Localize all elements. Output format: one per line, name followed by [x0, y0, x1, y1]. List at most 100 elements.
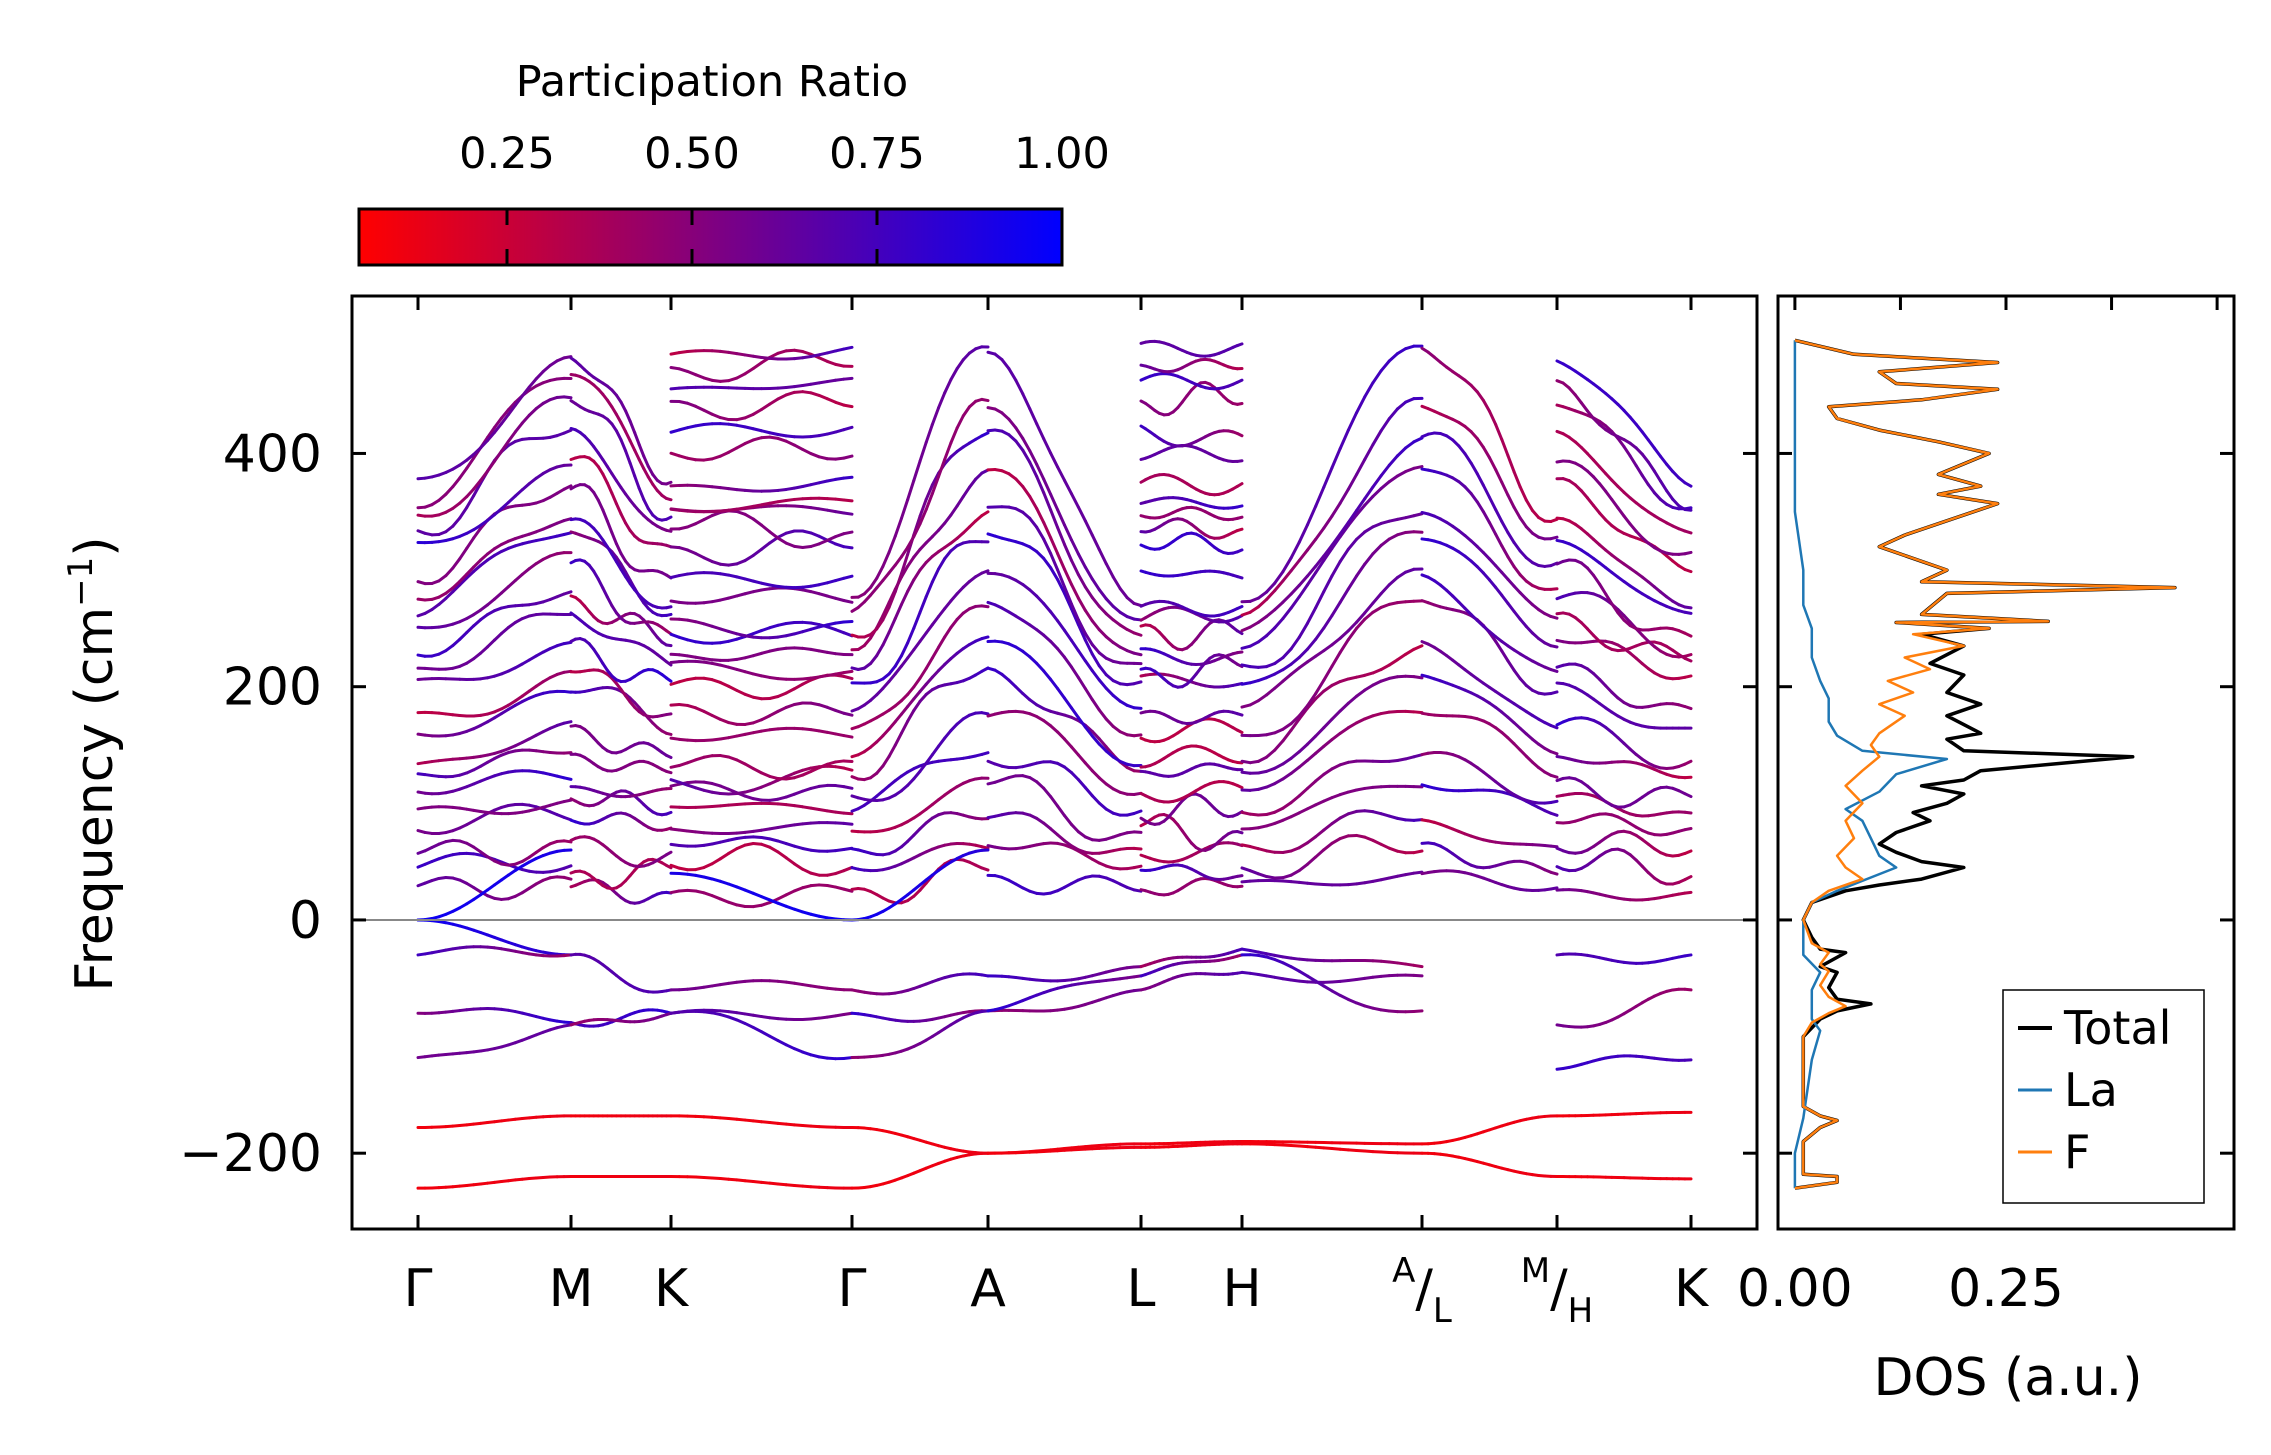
- dispersion-branch-segment: [1042, 786, 1053, 799]
- dispersion-branch-segment: [743, 1021, 755, 1029]
- dispersion-branch-segment: [1090, 619, 1101, 632]
- dispersion-branch-segment: [1683, 810, 1693, 815]
- dispersion-branch-segment: [1592, 475, 1602, 486]
- dispersion-branch-segment: [980, 845, 990, 850]
- dispersion-branch-segment: [1049, 795, 1060, 808]
- dispersion-branch-segment: [1314, 649, 1326, 658]
- dispersion-branch-segment: [1567, 386, 1577, 397]
- dispersion-branch-segment: [1248, 605, 1260, 614]
- colorbar-title: Participation Ratio: [516, 57, 909, 107]
- dispersion-branch-segment: [1104, 745, 1115, 757]
- dispersion-branch-segment: [1518, 677, 1528, 687]
- dispersion-branch-segment: [906, 685, 916, 696]
- dispersion-branch-segment: [1500, 570, 1510, 581]
- dispersion-branch-segment: [1132, 846, 1143, 851]
- dispersion-branch-segment: [1475, 390, 1485, 402]
- dispersion-branch-segment: [1056, 577, 1066, 595]
- dispersion-branch-segment: [924, 753, 934, 765]
- dispersion-branch-segment: [1363, 610, 1375, 621]
- dispersion-branch-segment: [1297, 704, 1309, 718]
- dispersion-branch-segment: [472, 618, 483, 628]
- dispersion-branch-segment: [887, 563, 897, 575]
- dispersion-branch-segment: [842, 454, 854, 460]
- dispersion-branch-segment: [949, 592, 959, 603]
- dispersion-branch-segment: [562, 875, 573, 881]
- dispersion-branch-segment: [451, 637, 462, 648]
- dispersion-branch-segment: [1598, 582, 1608, 596]
- dispersion-branch-segment: [601, 586, 609, 599]
- dispersion-branch-segment: [1379, 842, 1391, 850]
- dispersion-branch-segment: [451, 579, 462, 590]
- dispersion-branch-segment: [710, 713, 722, 721]
- dispersion-branch-segment: [842, 425, 854, 432]
- dispersion-branch-segment: [1256, 614, 1269, 624]
- dispersion-branch-segment: [1395, 347, 1408, 356]
- dispersion-branch-segment: [1338, 726, 1350, 735]
- dispersion-branch-segment: [1598, 482, 1608, 493]
- dispersion-branch-segment: [1330, 535, 1342, 550]
- dispersion-branch-segment: [718, 450, 731, 458]
- dispersion-branch-segment: [1379, 480, 1391, 491]
- dispersion-branch-segment: [1330, 447, 1342, 470]
- dispersion-branch-segment: [1549, 587, 1559, 591]
- dispersion-branch-segment: [899, 719, 910, 735]
- dispersion-branch-segment: [1500, 519, 1510, 535]
- dispersion-branch-segment: [472, 481, 483, 498]
- dispersion-branch-segment: [1506, 577, 1516, 588]
- dispersion-branch-segment: [893, 664, 903, 676]
- dispersion-branch-segment: [1273, 600, 1285, 612]
- dispersion-branch-segment: [499, 585, 510, 595]
- dispersion-branch-segment: [1028, 449, 1039, 466]
- dispersion-branch-segment: [1512, 609, 1522, 621]
- dispersion-branch-segment: [1289, 559, 1301, 573]
- dispersion-branch-segment: [980, 569, 990, 575]
- dispersion-branch-segment: [809, 766, 821, 774]
- dispersion-branch-segment: [1248, 640, 1260, 648]
- dispersion-branch-segment: [601, 508, 609, 523]
- dispersion-branch-segment: [1338, 547, 1350, 563]
- dispersion-branch-segment: [1111, 604, 1122, 614]
- dispersion-branch-segment: [1289, 635, 1301, 651]
- dispersion-branch-segment: [437, 596, 448, 606]
- dispersion-branch-segment: [887, 672, 897, 683]
- dispersion-branch-segment: [842, 674, 854, 681]
- dispersion-branch-segment: [1063, 523, 1073, 542]
- dispersion-branch-segment: [1090, 643, 1101, 655]
- dispersion-branch-segment: [1049, 677, 1060, 690]
- dispersion-branch-segment: [1500, 649, 1510, 663]
- dispersion-branch-segment: [1314, 848, 1326, 859]
- dispersion-branch-segment: [1314, 726, 1326, 738]
- dispersion-branch-segment: [1683, 550, 1693, 556]
- dispersion-branch-segment: [1297, 548, 1309, 563]
- colorbar-tick-label: 0.50: [644, 129, 740, 179]
- dispersion-branch-segment: [614, 502, 623, 516]
- dispersion-branch-segment: [1090, 596, 1101, 608]
- dispersion-branch-segment: [1042, 633, 1053, 643]
- dispersion-branch-segment: [776, 536, 788, 545]
- dispersion-branch-segment: [1281, 662, 1293, 672]
- dispersion-branch-segment: [1683, 705, 1693, 711]
- dispersion-branch-segment: [1014, 439, 1025, 452]
- dispersion-branch-segment: [605, 519, 614, 535]
- dispersion-branch-segment: [1412, 512, 1424, 518]
- dispersion-branch-segment: [1248, 699, 1260, 707]
- dispersion-branch-segment: [1314, 485, 1326, 508]
- dispersion-branch-segment: [628, 419, 637, 435]
- dispersion-branch-segment: [465, 494, 476, 510]
- dispersion-branch-segment: [1049, 566, 1060, 581]
- dispersion-branch-segment: [924, 623, 934, 635]
- dispersion-branch-segment: [513, 421, 524, 434]
- dispersion-branch-segment: [1322, 717, 1334, 730]
- dispersion-branch-segment: [506, 430, 517, 443]
- dispersion-branch-segment: [486, 459, 496, 473]
- dispersion-branch-segment: [1090, 698, 1101, 712]
- dispersion-branch-segment: [642, 467, 650, 479]
- dispersion-branch-segment: [887, 743, 897, 758]
- dispersion-branch-segment: [961, 351, 971, 362]
- dispersion-branch-segment: [1132, 733, 1143, 738]
- dispersion-branch-segment: [562, 355, 573, 360]
- dispersion-branch-segment: [664, 863, 673, 870]
- dispersion-branch-segment: [465, 536, 476, 550]
- dispersion-branch-segment: [1683, 792, 1693, 799]
- dispersion-branch-segment: [1281, 647, 1293, 660]
